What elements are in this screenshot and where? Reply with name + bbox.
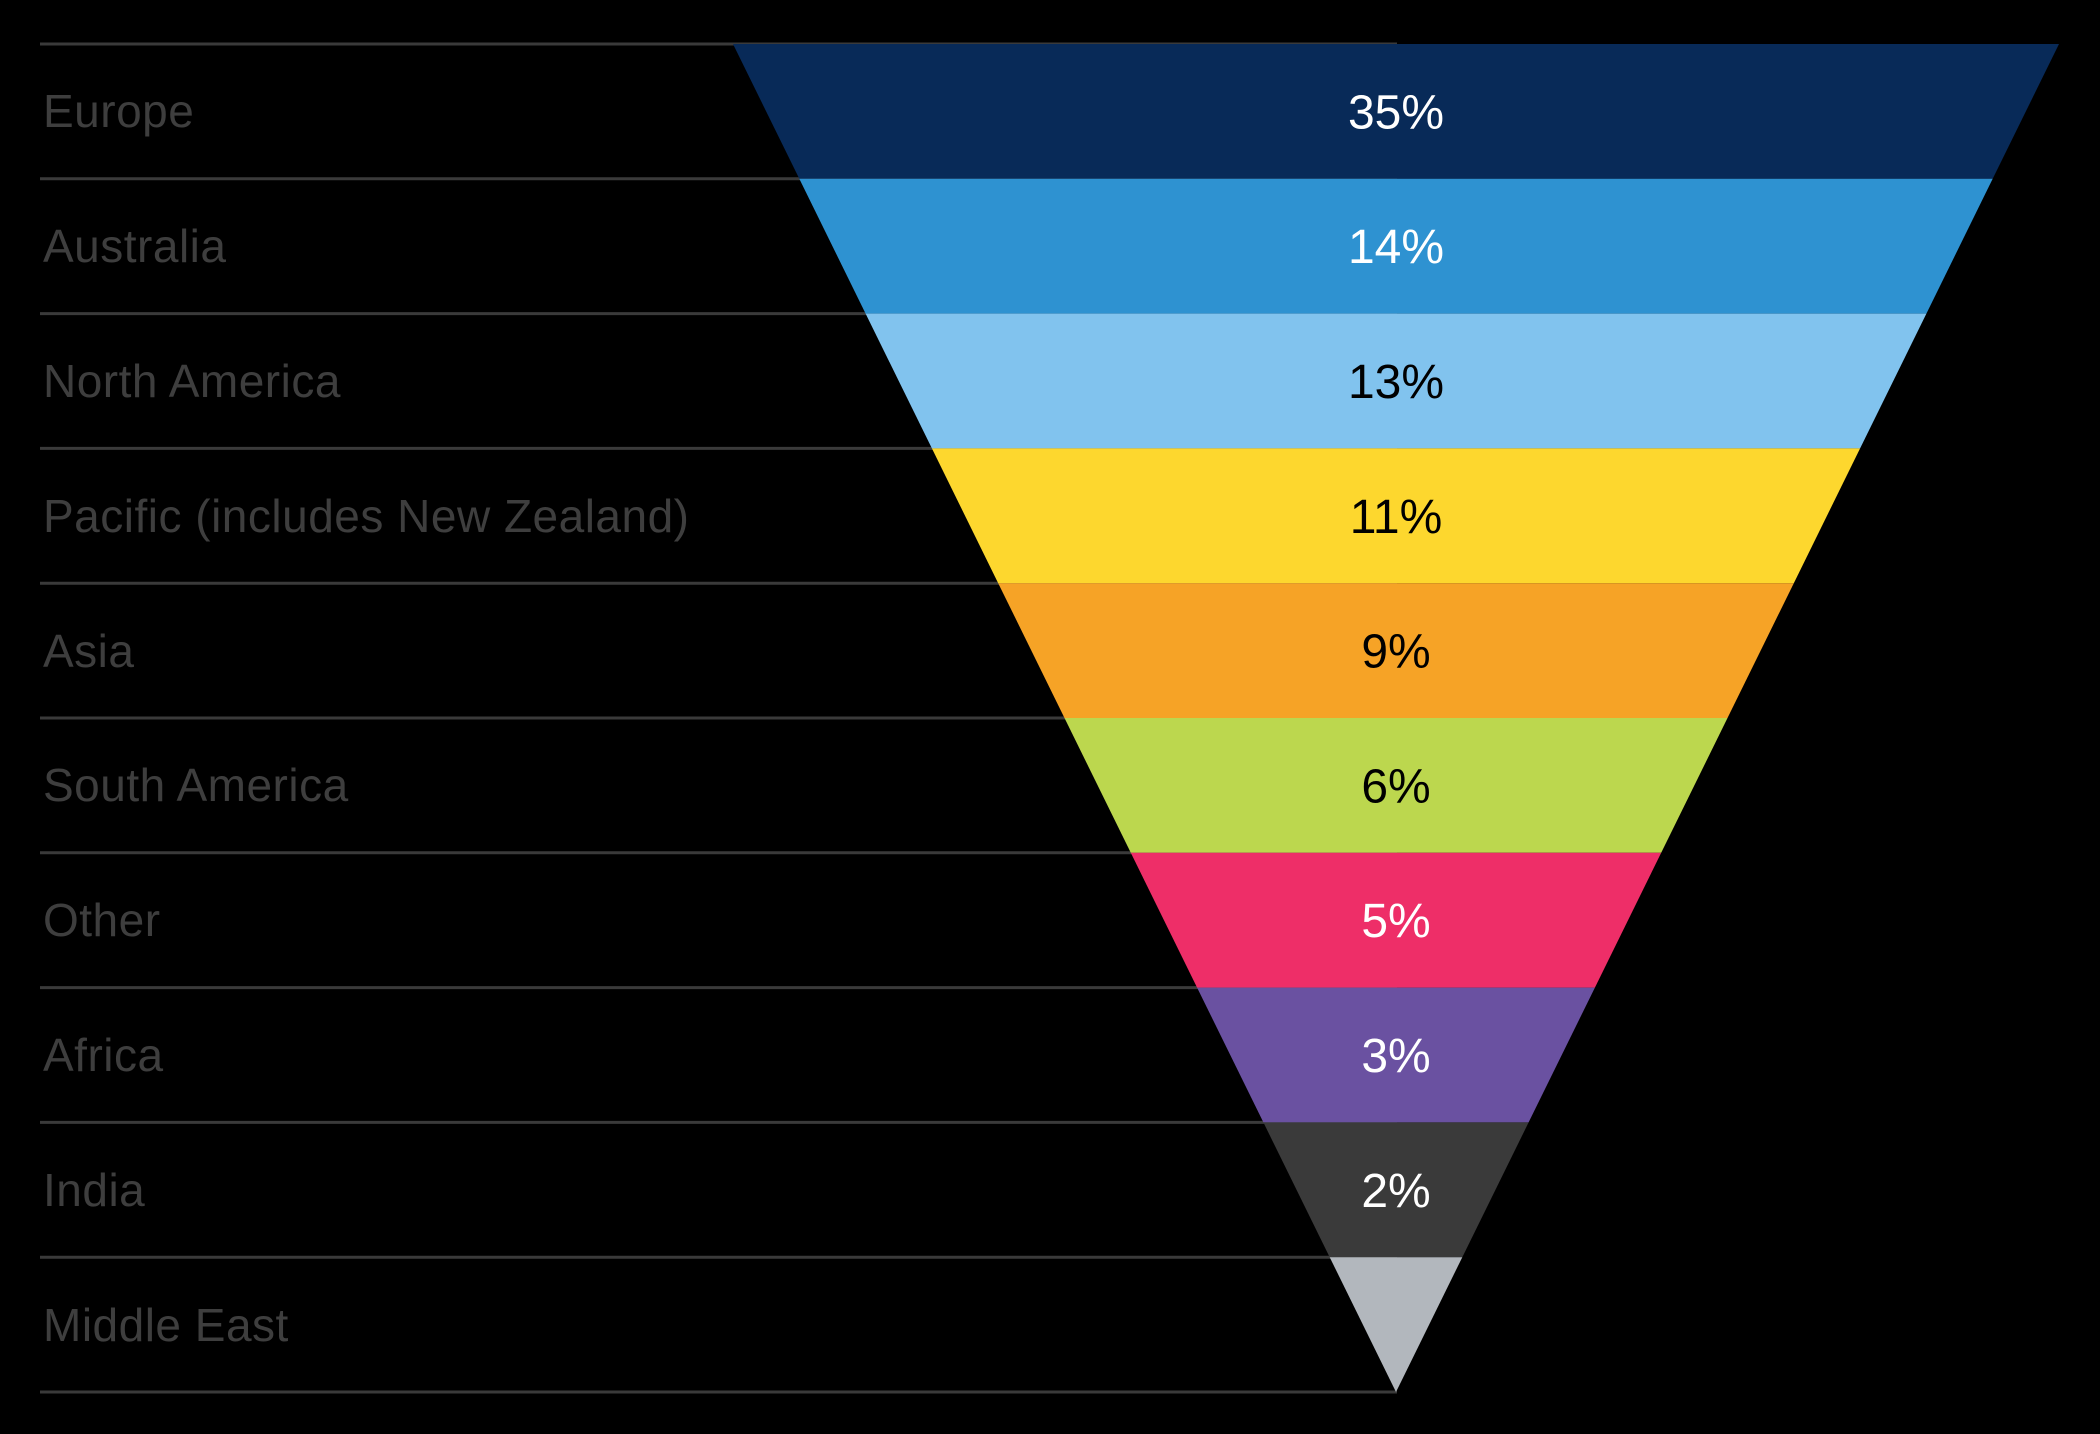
funnel-band-australia: [799, 178, 1993, 314]
value-label-india: 2%: [1361, 1165, 1430, 1218]
funnel-band-pacific-includes-new-zealand: [931, 448, 1861, 584]
value-label-australia: 14%: [1348, 221, 1444, 274]
funnel-band-asia: [998, 583, 1794, 718]
value-label-north-america: 13%: [1348, 356, 1444, 409]
value-label-pacific-includes-new-zealand: 11%: [1350, 491, 1443, 544]
funnel-band-south-america: [1064, 718, 1728, 853]
funnel-band-india: [1263, 1122, 1529, 1258]
funnel-band-middle-east: [1329, 1257, 1463, 1392]
value-label-other: 5%: [1361, 895, 1430, 948]
value-label-asia: 9%: [1361, 626, 1430, 679]
funnel-band-other: [1130, 852, 1662, 988]
value-label-south-america: 6%: [1361, 760, 1430, 813]
funnel-band-africa: [1197, 987, 1595, 1123]
funnel-band-europe: [733, 44, 2059, 179]
value-label-africa: 3%: [1361, 1030, 1430, 1083]
funnel-band-north-america: [865, 313, 1927, 449]
value-label-europe: 35%: [1348, 86, 1444, 139]
